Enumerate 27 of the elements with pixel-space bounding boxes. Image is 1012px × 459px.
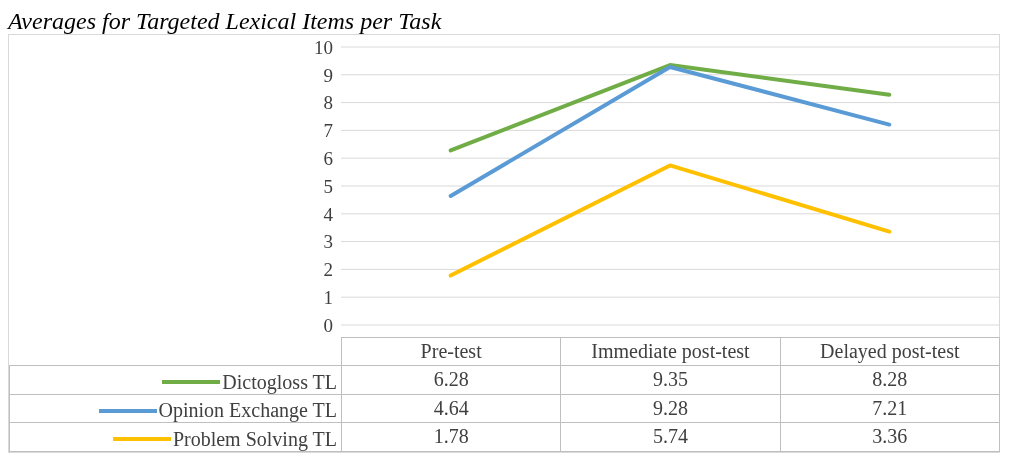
x-tick-label: Pre-test (341, 337, 561, 366)
y-tick-label: 9 (323, 64, 333, 86)
legend-label: Problem Solving TL (172, 427, 337, 451)
data-label: 9.28 (560, 394, 781, 423)
legend-label: Dictogloss TL (222, 370, 337, 394)
chart-title: Averages for Targeted Lexical Items per Task (8, 8, 443, 34)
x-tick-label: Delayed post-test (780, 337, 1000, 366)
y-tick-label: 8 (323, 92, 333, 114)
legend-label: Opinion Exchange TL (158, 399, 337, 422)
data-label: 6.28 (341, 365, 561, 394)
x-tick-label: Immediate post-test (560, 337, 781, 366)
data-label: 8.28 (780, 365, 1000, 394)
data-label: 9.35 (560, 365, 781, 394)
y-tick-label: 7 (323, 120, 333, 142)
data-label: 5.74 (560, 422, 781, 451)
y-tick-label: 2 (323, 259, 333, 281)
y-tick-label: 6 (323, 147, 333, 169)
data-label: 4.64 (341, 394, 561, 423)
y-tick-label: 4 (323, 203, 334, 225)
y-tick-label: 10 (314, 36, 333, 58)
y-tick-label: 3 (323, 231, 333, 253)
data-label: 1.78 (341, 422, 561, 451)
y-tick-label: 1 (323, 286, 333, 308)
data-label: 7.21 (780, 394, 1000, 423)
y-tick-label: 5 (323, 175, 333, 197)
data-label: 3.36 (780, 422, 1000, 451)
y-tick-label: 0 (323, 314, 333, 336)
